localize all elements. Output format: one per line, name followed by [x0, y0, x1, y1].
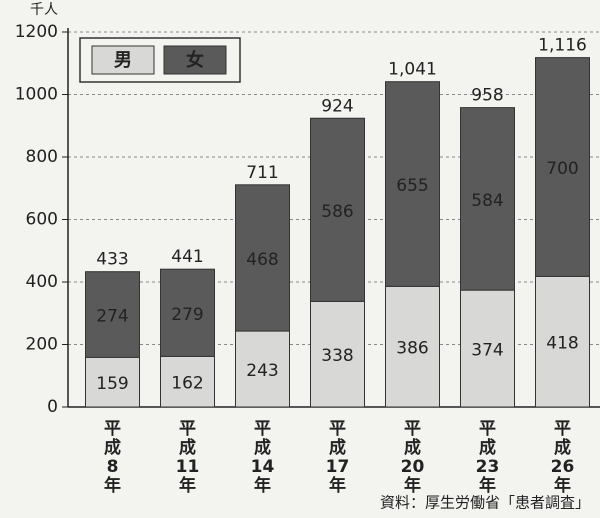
value-label: 586 [321, 202, 353, 222]
y-tick-label: 0 [47, 397, 58, 417]
bar-segment [235, 184, 290, 332]
total-label: 1,041 [388, 60, 437, 80]
x-tick-label: 平成 17 年 [326, 419, 350, 496]
value-label: 162 [171, 374, 203, 394]
value-label: 279 [171, 305, 203, 325]
value-label: 374 [471, 341, 503, 361]
value-label: 243 [246, 361, 278, 381]
unit-label: 千人 [30, 2, 58, 18]
y-tick-label: 400 [26, 272, 58, 292]
total-label: 1,116 [538, 36, 587, 56]
bar-segment [310, 300, 365, 408]
x-tick-label: 平成 8 年 [104, 419, 121, 496]
value-label: 700 [546, 159, 578, 179]
value-label: 386 [396, 339, 428, 359]
total-label: 441 [171, 247, 203, 267]
value-label: 418 [546, 334, 578, 354]
total-label: 711 [246, 163, 278, 183]
y-tick-label: 1000 [15, 85, 58, 105]
bar-segment [460, 107, 515, 291]
bar-segment [85, 271, 140, 358]
y-tick-label: 200 [26, 335, 58, 355]
y-tick-label: 1200 [15, 22, 58, 42]
value-label: 338 [321, 346, 353, 366]
total-label: 958 [471, 86, 503, 106]
value-label: 655 [396, 176, 428, 196]
bar-segment [85, 356, 140, 408]
y-tick-label: 600 [26, 210, 58, 230]
legend-swatch [91, 45, 155, 75]
total-label: 924 [321, 96, 353, 116]
total-label: 433 [96, 250, 128, 270]
x-tick-label: 平成 14 年 [251, 419, 275, 496]
x-tick-label: 平成 23 年 [476, 419, 500, 496]
bar-segment [460, 289, 515, 408]
source: 資料：厚生労働省「患者調査」 [380, 494, 590, 512]
bar-segment [535, 57, 590, 277]
legend-label: 男 [114, 50, 132, 71]
value-label: 159 [96, 374, 128, 394]
x-tick-label: 平成 26 年 [551, 419, 575, 496]
value-label: 584 [471, 191, 503, 211]
bar-segment [385, 81, 440, 287]
legend-label: 女 [186, 49, 204, 71]
x-tick-label: 平成 20 年 [401, 419, 425, 496]
bar-segment [160, 268, 215, 357]
y-tick-label: 800 [26, 147, 58, 167]
bar-segment [385, 285, 440, 408]
value-label: 274 [96, 307, 128, 327]
x-tick-label: 平成 11 年 [176, 419, 200, 496]
value-label: 468 [246, 250, 278, 270]
bar-segment [310, 117, 365, 302]
legend-swatch [163, 45, 227, 75]
bar-segment [160, 355, 215, 408]
